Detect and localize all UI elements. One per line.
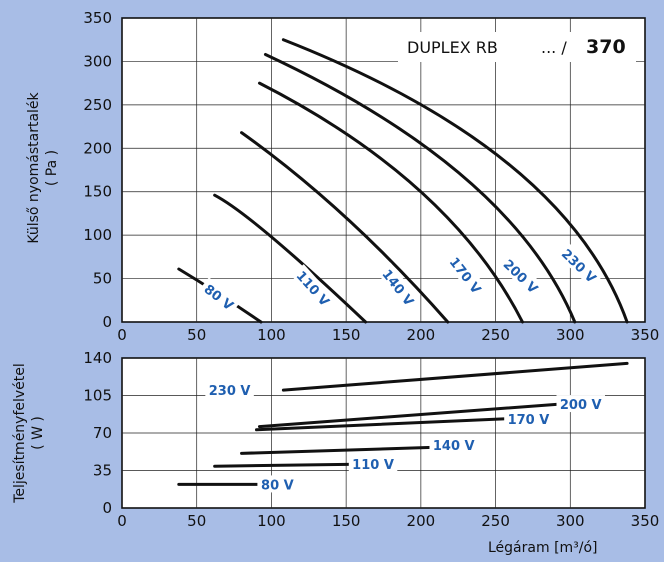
x-tick-label: 0	[117, 512, 127, 530]
series-line-230v	[281, 38, 629, 324]
x-tick-label: 300	[556, 512, 585, 530]
series-line-200v	[257, 401, 577, 429]
x-tick-label: 50	[187, 512, 206, 530]
series-line-200v	[263, 52, 577, 324]
series-line-110v	[213, 193, 368, 324]
y-tick-label: 350	[83, 9, 112, 27]
series-label-200v: 200 V	[556, 395, 605, 413]
bottom-yunit: ( W )	[30, 416, 46, 450]
y-tick-label: 0	[102, 499, 112, 517]
x-tick-label: 300	[556, 326, 585, 344]
series-line-170v	[257, 81, 524, 324]
y-tick-label: 105	[83, 387, 112, 405]
x-tick-label: 250	[481, 512, 510, 530]
series-label-text: 200 V	[560, 398, 602, 413]
x-tick-label: 350	[631, 512, 660, 530]
series-label-bg	[205, 381, 254, 399]
series-line-230v	[281, 361, 629, 392]
series-label-140v: 140 V	[429, 435, 478, 454]
title-background	[398, 32, 636, 62]
x-tick-label: 150	[332, 512, 361, 530]
y-tick-label: 35	[93, 462, 112, 480]
series-label-bg	[444, 250, 488, 300]
series-label-bg	[377, 262, 421, 312]
y-tick-label: 300	[83, 52, 112, 70]
y-tick-label: 100	[83, 226, 112, 244]
x-tick-label: 350	[631, 326, 660, 344]
y-tick-label: 200	[83, 139, 112, 157]
power-chart: 0 50 100 150 200 250 300 350 0 35 70 105 140 80 V 110 …	[83, 349, 659, 530]
series-label-80v: 80 V	[257, 475, 298, 493]
y-tick-label: 50	[93, 270, 112, 288]
top-ylabel: Külső nyomástartalék	[26, 91, 42, 243]
series-label-230v: 230 V	[205, 381, 254, 399]
title-model: DUPLEX RB	[407, 38, 498, 57]
series-label-text: 140 V	[433, 439, 475, 454]
y-tick-label: 0	[102, 313, 112, 331]
series-label-text: 170 V	[508, 413, 550, 428]
x-tick-label: 100	[257, 326, 286, 344]
x-tick-label: 200	[407, 512, 436, 530]
x-tick-label: 200	[407, 326, 436, 344]
series-label-bg	[429, 435, 478, 453]
y-tick-label: 70	[93, 424, 112, 442]
pressure-chart: 0 50 100 150 200 250 300 350 0 50 100 150 200 250 300 3…	[83, 9, 659, 344]
x-tick-label: 50	[187, 326, 206, 344]
series-label-bg	[257, 475, 298, 493]
title-size: 370	[586, 36, 626, 58]
series-label-bg	[497, 252, 545, 299]
series-line-170v	[254, 416, 524, 432]
series-label-bg	[556, 242, 603, 289]
series-line-110v	[213, 462, 368, 468]
series-label-110v: 110 V	[348, 455, 398, 473]
series-label-text: 110 V	[352, 458, 394, 473]
bottom-xlabel: Légáram [m³/ó]	[488, 540, 598, 556]
chart-title-box: DUPLEX RB ... / 370	[398, 32, 636, 62]
bottom-ylabel: Teljesítményfelvétel	[12, 363, 28, 504]
series-line-140v	[240, 445, 450, 455]
x-tick-label: 150	[332, 326, 361, 344]
series-label-text: 230 V	[209, 384, 251, 399]
series-label-170v: 170 V	[504, 410, 553, 428]
series-label-bg	[556, 395, 605, 413]
x-tick-label: 0	[117, 326, 127, 344]
series-label-bg	[348, 455, 398, 473]
y-tick-label: 150	[83, 183, 112, 201]
series-label-text: 80 V	[261, 478, 294, 493]
series-label-bg	[198, 277, 241, 316]
y-tick-label: 250	[83, 96, 112, 114]
x-tick-label: 100	[257, 512, 286, 530]
series-label-bg	[291, 264, 337, 312]
series-label-bg	[504, 410, 553, 428]
title-separator: ... /	[541, 38, 567, 57]
x-tick-label: 250	[481, 326, 510, 344]
top-yunit: ( Pa )	[44, 150, 60, 186]
y-tick-label: 140	[83, 349, 112, 367]
series-line-140v	[240, 131, 450, 324]
